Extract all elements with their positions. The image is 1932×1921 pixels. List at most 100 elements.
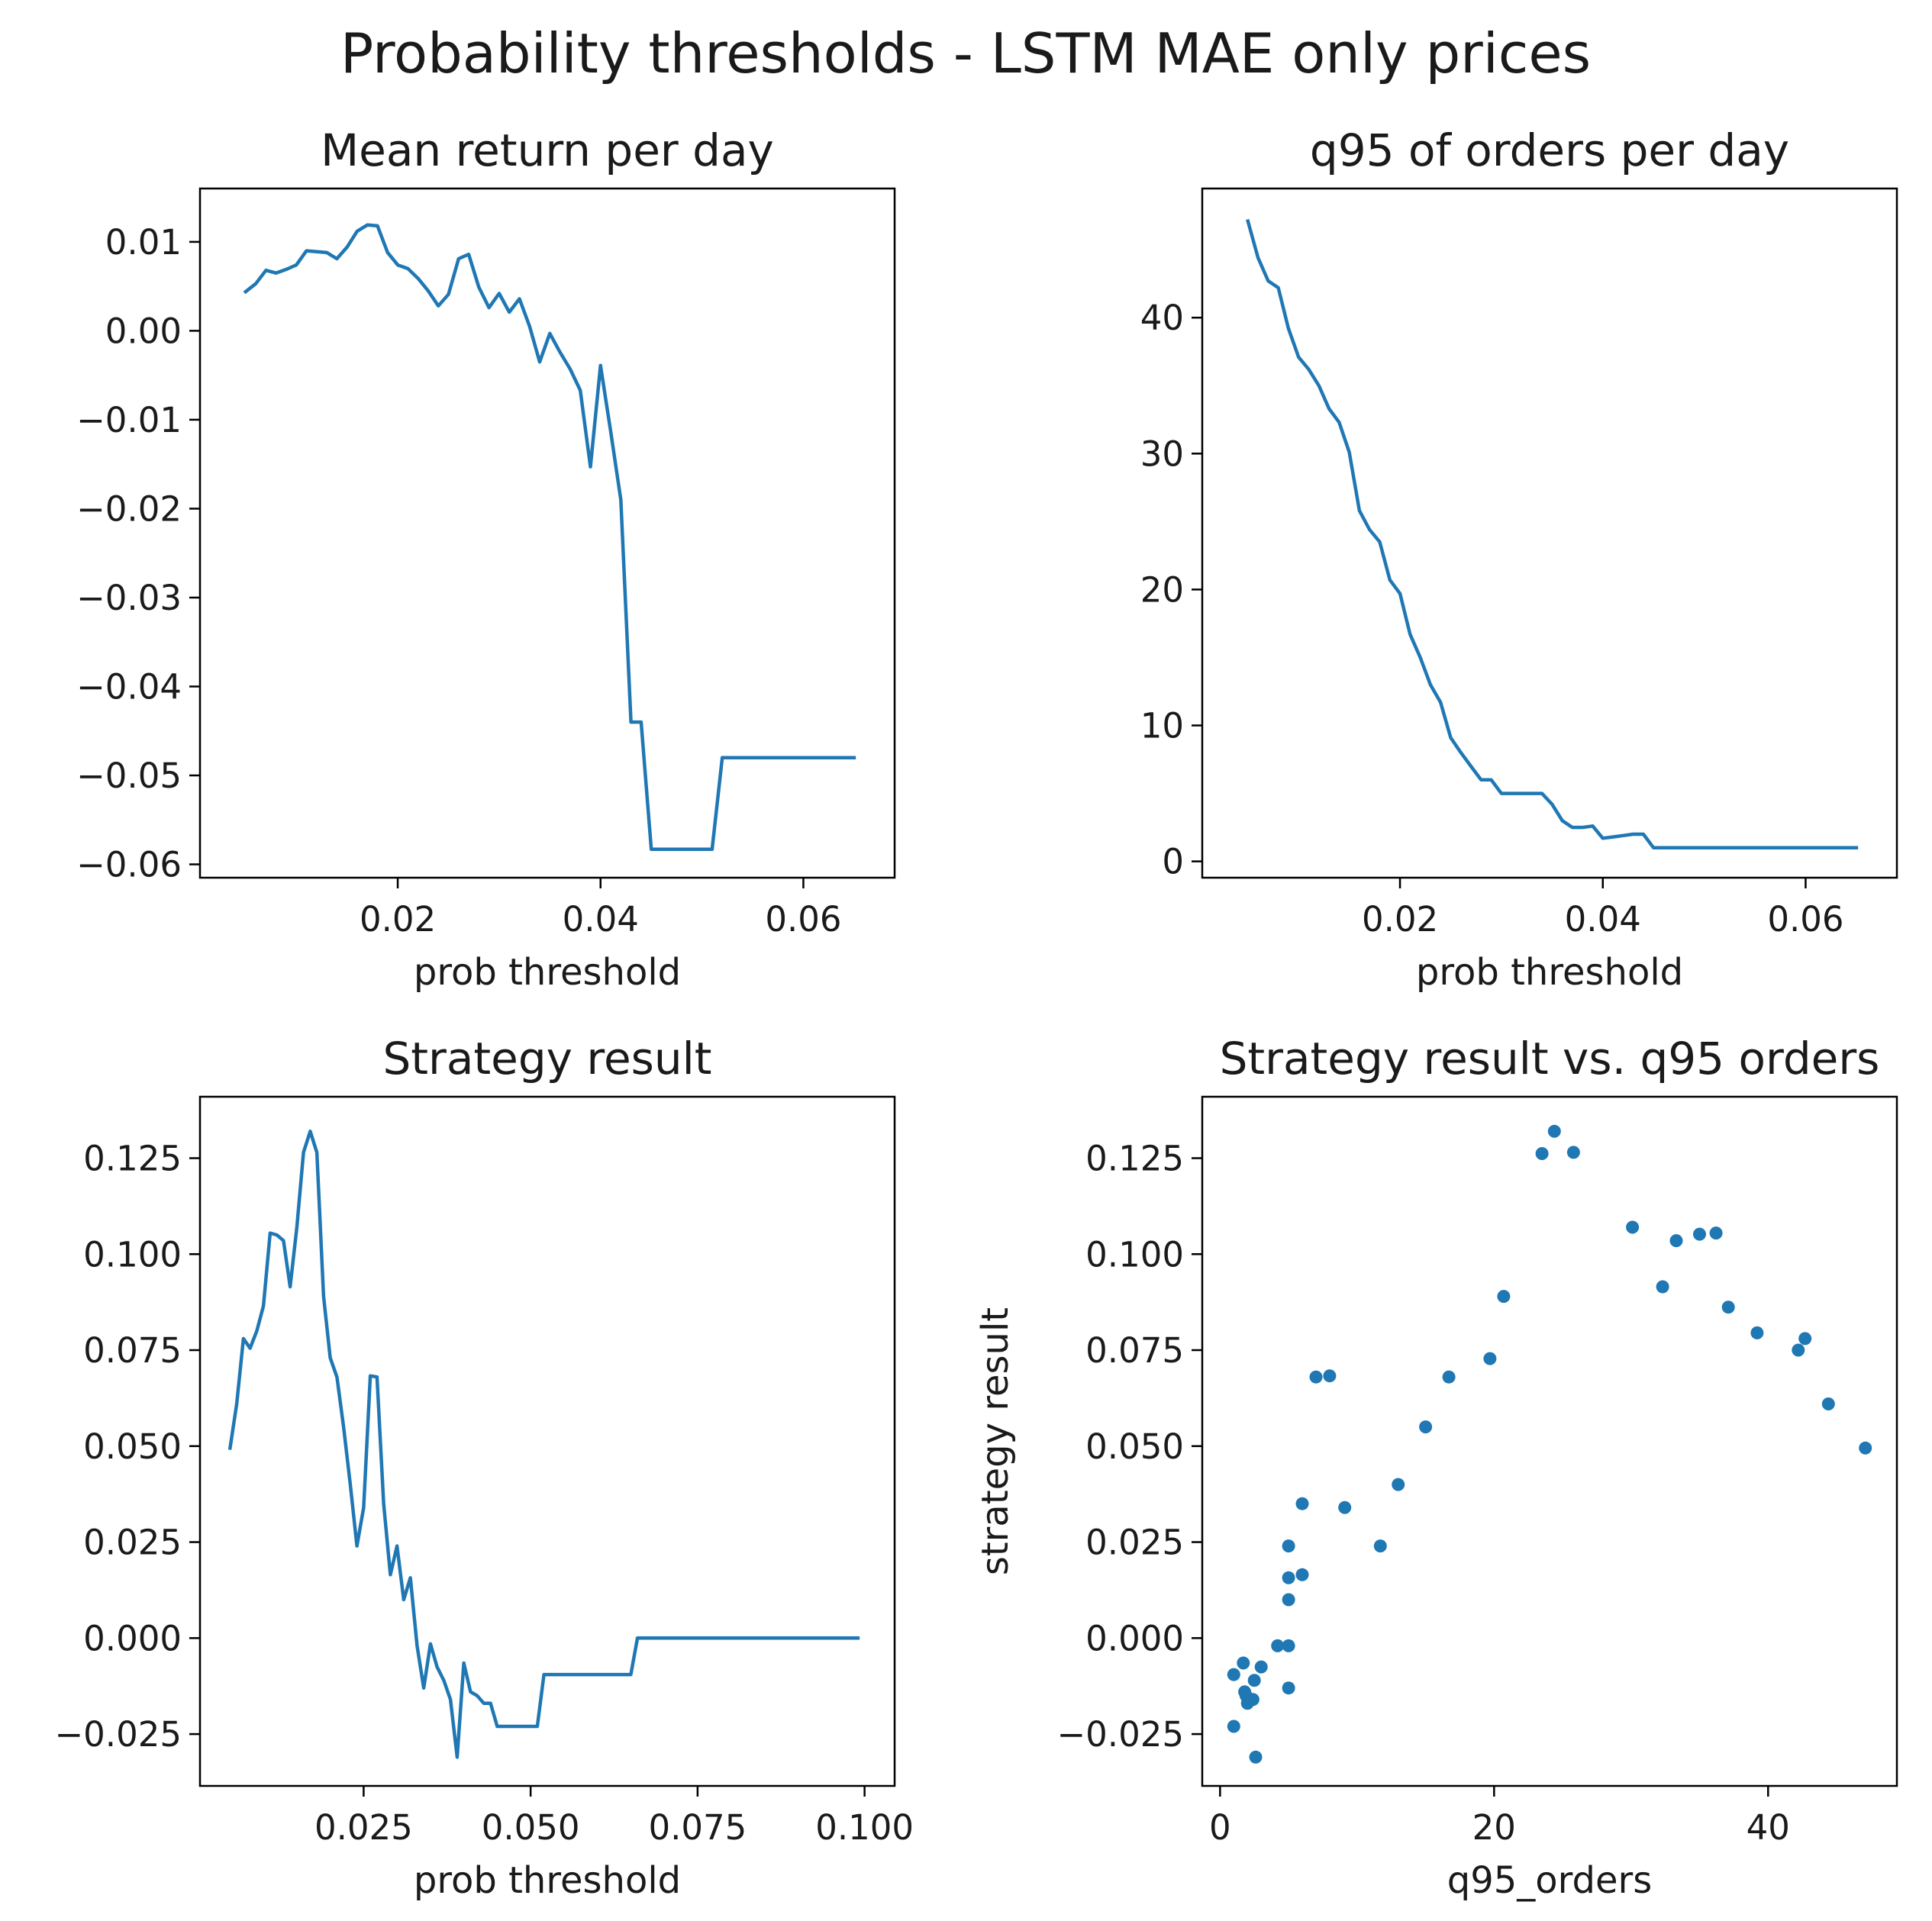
strategy-vs-q95-point [1282,1639,1295,1652]
strategy-vs-q95-x-tick-label: 20 [1472,1807,1516,1848]
strategy-result-y-tick-label: 0.050 [83,1426,182,1467]
strategy-result-series-line [227,1130,860,1759]
mean-return-y-tick-label: −0.03 [76,578,182,618]
mean-return-x-tick-label: 0.02 [360,899,436,940]
strategy-vs-q95-y-tick-label: 0.125 [1085,1138,1184,1178]
strategy-vs-q95-point [1750,1326,1764,1339]
strategy-vs-q95-y-tick-label: 0.075 [1085,1330,1184,1371]
strategy-vs-q95-point [1566,1146,1580,1159]
mean-return-y-tick-label: −0.02 [76,488,182,529]
strategy-vs-q95-point [1497,1290,1511,1304]
strategy-vs-q95-point [1693,1227,1706,1241]
q95-orders-x-tick-label: 0.06 [1767,899,1843,940]
strategy-vs-q95-point [1249,1750,1263,1764]
strategy-vs-q95-point [1227,1668,1240,1681]
strategy-vs-q95-point [1282,1593,1295,1607]
strategy-vs-q95-x-tick-label: 40 [1747,1807,1790,1848]
q95-orders-y-tick-label: 0 [1162,842,1184,882]
mean-return-x-tick-label: 0.04 [563,899,639,940]
strategy-result-y-tick-label: −0.025 [54,1714,182,1755]
strategy-vs-q95-point [1547,1124,1561,1138]
mean-return-y-tick-label: −0.05 [76,756,182,796]
q95-orders-series-line [1246,218,1859,850]
strategy-result-panel: 0.025 0.050 0.075 0.100 0.125 0.100 0.075 0.050… [54,1033,914,1902]
strategy-vs-q95-point [1656,1280,1669,1294]
mean-return-x-axis-label: prob threshold [414,951,681,994]
strategy-vs-q95-y-axis-label: strategy result [974,1307,1017,1575]
strategy-vs-q95-point [1626,1220,1640,1234]
strategy-vs-q95-point [1282,1681,1295,1695]
strategy-vs-q95-point [1669,1234,1683,1248]
strategy-result-x-tick-label: 0.050 [482,1807,580,1848]
strategy-vs-q95-point [1373,1539,1387,1553]
q95-orders-y-tick-label: 20 [1140,569,1184,610]
strategy-vs-q95-point [1721,1301,1735,1314]
strategy-vs-q95-point [1227,1720,1240,1733]
strategy-vs-q95-y-tick-label: 0.100 [1085,1234,1184,1275]
strategy-vs-q95-point [1240,1697,1254,1710]
strategy-vs-q95-point [1237,1656,1250,1670]
q95-orders-x-tick-label: 0.02 [1362,899,1438,940]
strategy-vs-q95-point [1309,1370,1323,1384]
strategy-vs-q95-point [1295,1497,1309,1510]
strategy-vs-q95-point [1859,1441,1872,1455]
strategy-vs-q95-point [1821,1397,1835,1410]
mean-return-axes-frame [198,187,896,879]
strategy-result-x-tick-label: 0.075 [648,1807,747,1848]
q95-orders-title: q95 of orders per day [1310,124,1789,176]
strategy-vs-q95-point [1295,1568,1309,1581]
mean-return-y-tick-label: 0.01 [105,222,182,263]
strategy-result-x-tick-label: 0.025 [314,1807,413,1848]
q95-orders-x-axis-label: prob threshold [1416,951,1683,994]
mean-return-y-tick-label: −0.06 [76,845,182,885]
strategy-vs-q95-point [1247,1674,1261,1687]
strategy-vs-q95-point [1709,1226,1723,1240]
q95-orders-y-tick-label: 10 [1140,706,1184,746]
strategy-result-axes-frame [198,1095,896,1787]
strategy-vs-q95-point [1282,1539,1295,1553]
strategy-vs-q95-point [1798,1332,1812,1346]
strategy-vs-q95-point [1419,1420,1433,1434]
mean-return-y-tick-label: −0.01 [76,400,182,440]
q95-orders-x-tick-label: 0.04 [1565,899,1641,940]
strategy-vs-q95-point [1282,1571,1295,1584]
mean-return-series-line [243,223,856,851]
q95-orders-panel: 0.02 0.04 0.06 0 10 20 30 40 q95 of orders per d… [1140,124,1898,994]
strategy-vs-q95-title: Strategy result vs. q95 orders [1220,1033,1880,1085]
strategy-vs-q95-y-tick-label: 0.050 [1085,1426,1184,1467]
strategy-vs-q95-point [1338,1500,1352,1514]
strategy-vs-q95-x-tick-label: 0 [1209,1807,1231,1848]
mean-return-y-tick-label: 0.00 [105,311,182,351]
strategy-vs-q95-point [1392,1478,1405,1491]
q95-orders-y-tick-label: 40 [1140,298,1184,338]
strategy-vs-q95-point [1535,1147,1549,1160]
figure-title: Probability thresholds - LSTM MAE only p… [340,21,1591,85]
strategy-result-x-axis-label: prob threshold [414,1859,681,1902]
strategy-vs-q95-point [1483,1352,1497,1365]
strategy-result-y-tick-label: 0.000 [83,1618,182,1658]
strategy-vs-q95-point [1792,1343,1805,1357]
mean-return-title: Mean return per day [321,124,774,176]
mean-return-y-tick-label: −0.04 [76,666,182,707]
strategy-vs-q95-point [1442,1370,1456,1384]
mean-return-x-tick-label: 0.06 [765,899,841,940]
strategy-vs-q95-y-tick-label: −0.025 [1056,1714,1184,1755]
strategy-result-y-tick-label: 0.125 [83,1138,182,1178]
mean-return-panel: 0.02 0.04 0.06 0.01 0.00 −0.01 −0.02 −0.03 −0.04… [76,124,896,994]
strategy-result-y-tick-label: 0.025 [83,1523,182,1563]
strategy-vs-q95-point [1254,1660,1268,1674]
strategy-result-y-tick-label: 0.075 [83,1330,182,1371]
strategy-vs-q95-point [1323,1369,1337,1383]
q95-orders-axes-frame [1201,187,1898,879]
strategy-vs-q95-y-tick-label: 0.000 [1085,1618,1184,1658]
strategy-vs-q95-panel: 0 20 40 0.125 0.100 0.075 0.050 0.025 0.000 −0.02… [974,1033,1898,1902]
strategy-vs-q95-axes-frame [1201,1095,1898,1787]
strategy-vs-q95-x-axis-label: q95_orders [1447,1859,1653,1902]
strategy-vs-q95-point [1271,1639,1285,1652]
strategy-result-x-tick-label: 0.100 [815,1807,914,1848]
strategy-result-y-tick-label: 0.100 [83,1234,182,1275]
q95-orders-y-tick-label: 30 [1140,434,1184,474]
strategy-result-title: Strategy result [382,1033,711,1085]
strategy-vs-q95-y-tick-label: 0.025 [1085,1523,1184,1563]
